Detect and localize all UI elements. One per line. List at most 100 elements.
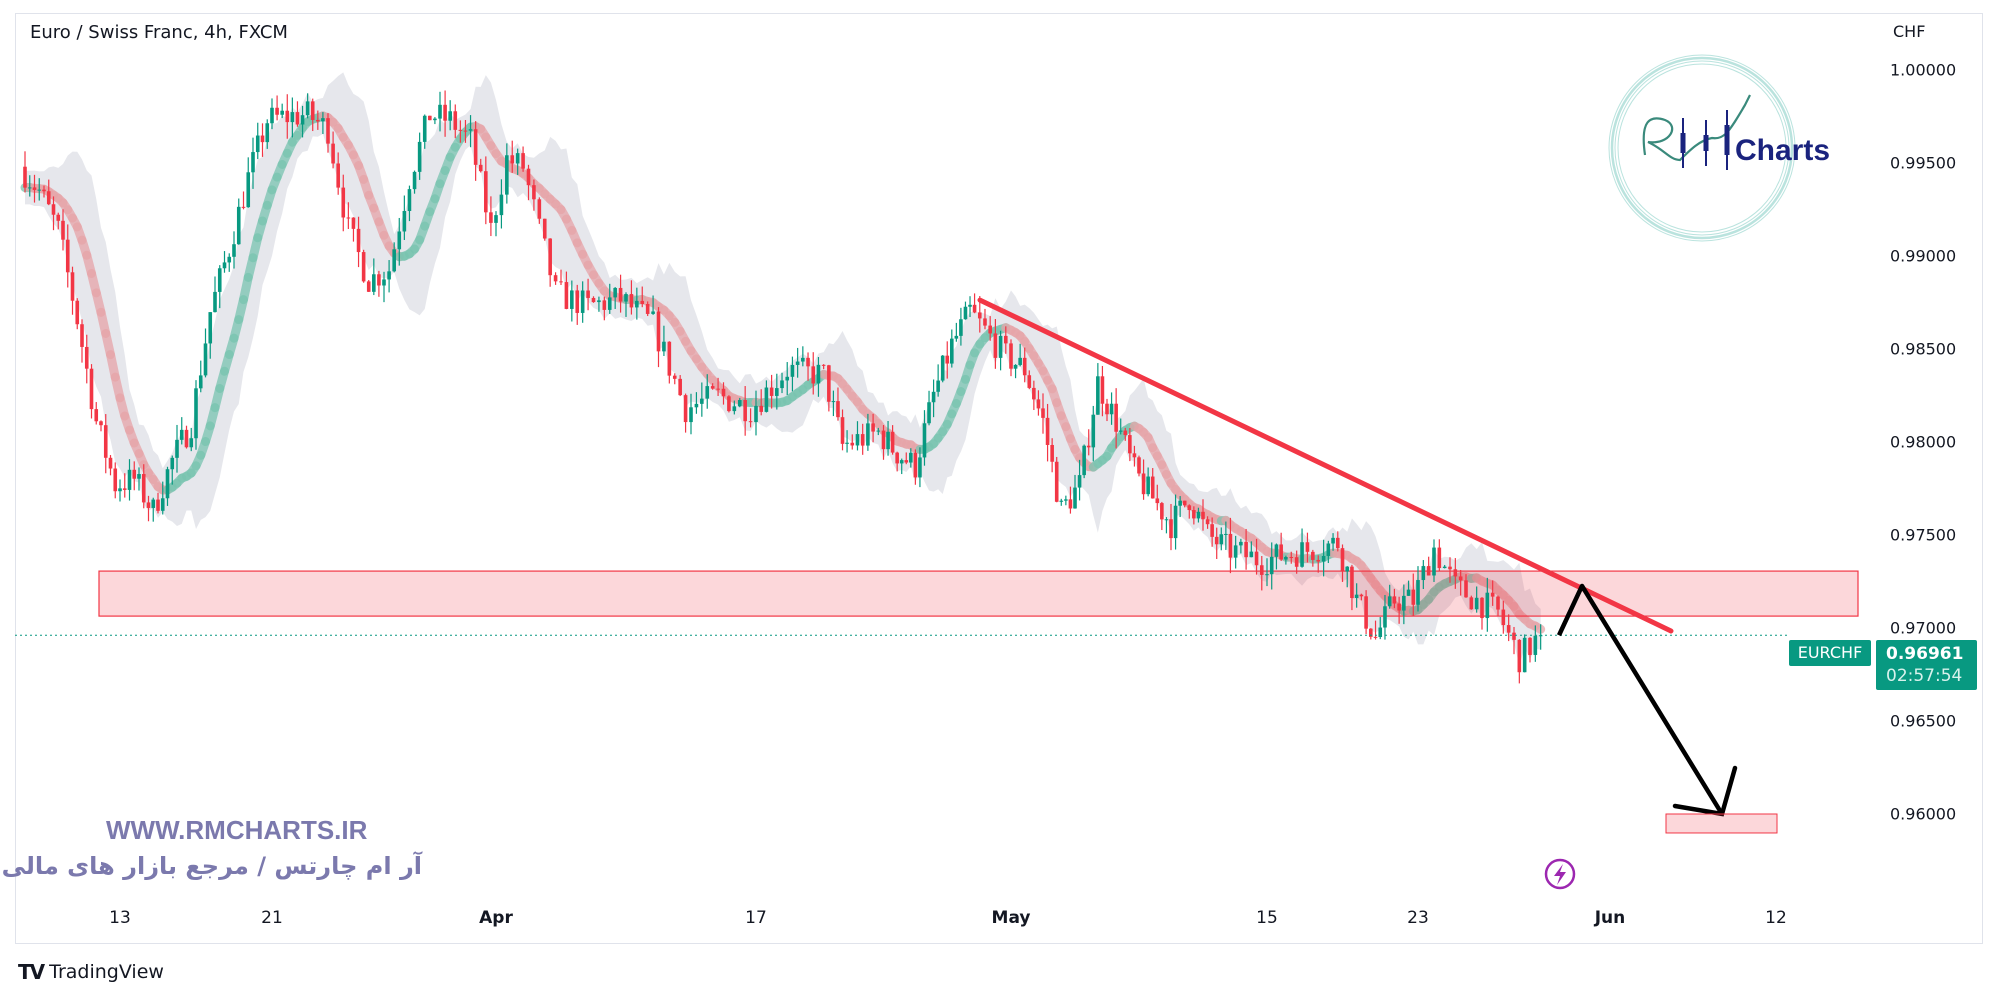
candle xyxy=(170,455,175,485)
candle xyxy=(1219,527,1224,551)
candle-body xyxy=(1354,594,1359,598)
candle xyxy=(1321,539,1326,577)
candle xyxy=(575,284,580,325)
candle-body xyxy=(613,287,617,298)
candle xyxy=(310,98,315,132)
logo-ring xyxy=(1608,54,1796,242)
candle xyxy=(1490,580,1495,606)
candle-body xyxy=(1249,551,1254,558)
candle-body xyxy=(954,335,959,339)
candle-body xyxy=(1359,594,1364,597)
candle xyxy=(526,164,531,201)
candle xyxy=(972,293,977,314)
candle xyxy=(866,413,870,451)
candle-body xyxy=(1105,403,1109,415)
candle-body xyxy=(904,460,909,463)
candle-body xyxy=(553,275,558,282)
candle xyxy=(1032,380,1036,411)
candle-body xyxy=(580,290,585,313)
candle xyxy=(1132,445,1137,467)
candle xyxy=(1196,507,1201,523)
candle xyxy=(624,292,628,317)
projection-arrow xyxy=(1556,583,1724,816)
candle-body xyxy=(127,469,132,490)
candle xyxy=(607,283,612,314)
support-zone xyxy=(98,570,1859,617)
candle xyxy=(372,258,376,296)
candle xyxy=(553,272,558,285)
candle-body xyxy=(515,153,520,164)
candle-body xyxy=(945,355,950,364)
candle xyxy=(710,383,715,390)
candle-body xyxy=(122,488,127,490)
candle-body xyxy=(640,300,645,305)
candle xyxy=(945,341,950,379)
lightning-icon-ring xyxy=(1544,858,1576,890)
candle-body xyxy=(1123,430,1128,436)
candle-body xyxy=(321,118,325,122)
candle-body xyxy=(1196,511,1201,519)
candle xyxy=(1155,484,1160,511)
candle-body xyxy=(1192,510,1196,519)
candle-body xyxy=(141,474,146,503)
candle xyxy=(1164,517,1169,534)
time-tick-label: 23 xyxy=(1407,908,1429,928)
price-tick-label: 0.99000 xyxy=(1890,246,1957,266)
candle-body xyxy=(305,101,310,116)
candle xyxy=(1182,500,1187,508)
candle-body xyxy=(927,402,931,424)
candle-body xyxy=(1244,541,1248,558)
candle xyxy=(1289,551,1294,564)
candle xyxy=(667,341,672,384)
candle-body xyxy=(775,388,779,396)
candle-body xyxy=(1228,533,1233,558)
candle xyxy=(137,467,141,491)
candle-body xyxy=(270,107,274,124)
candle xyxy=(1091,405,1096,462)
candle-body xyxy=(1045,417,1050,445)
candle-body xyxy=(1533,635,1538,655)
candle xyxy=(845,430,849,453)
candle-body xyxy=(780,380,784,389)
price-tick-label: 0.97000 xyxy=(1890,618,1957,638)
candle xyxy=(1187,504,1192,519)
candle xyxy=(1146,467,1150,497)
tradingview-footer[interactable]: TV TradingView xyxy=(18,960,164,984)
candle xyxy=(1045,403,1050,462)
candle-body xyxy=(80,324,84,347)
candle-body xyxy=(316,119,320,122)
candle xyxy=(909,448,913,468)
candle xyxy=(1123,427,1128,441)
candle xyxy=(217,265,222,309)
candle xyxy=(1160,501,1164,531)
time-tick-label: Apr xyxy=(479,908,513,928)
candle-body xyxy=(208,312,213,344)
candle xyxy=(850,434,855,450)
candle xyxy=(113,462,118,499)
candle xyxy=(1305,532,1310,563)
candle-body xyxy=(1205,519,1210,525)
candle-body xyxy=(356,228,361,253)
candle xyxy=(689,393,693,435)
candle xyxy=(1432,539,1436,582)
candle xyxy=(331,131,335,169)
candle xyxy=(1128,428,1132,462)
candle xyxy=(356,216,361,268)
candle-body xyxy=(1096,376,1100,415)
candle xyxy=(1448,557,1452,583)
candle xyxy=(983,308,987,330)
candle-body xyxy=(1364,596,1368,629)
candle-body xyxy=(1022,357,1027,376)
candle xyxy=(1354,583,1359,608)
candle-body xyxy=(1003,335,1008,344)
candle xyxy=(542,218,547,241)
watermark-url: WWW.RMCHARTS.IR xyxy=(106,815,368,845)
candle xyxy=(56,212,61,230)
candle-body xyxy=(108,457,113,469)
candle xyxy=(1233,535,1238,569)
candle-body xyxy=(505,155,509,195)
candle-body xyxy=(1082,445,1086,476)
candle xyxy=(1311,549,1315,567)
candle xyxy=(361,249,366,283)
